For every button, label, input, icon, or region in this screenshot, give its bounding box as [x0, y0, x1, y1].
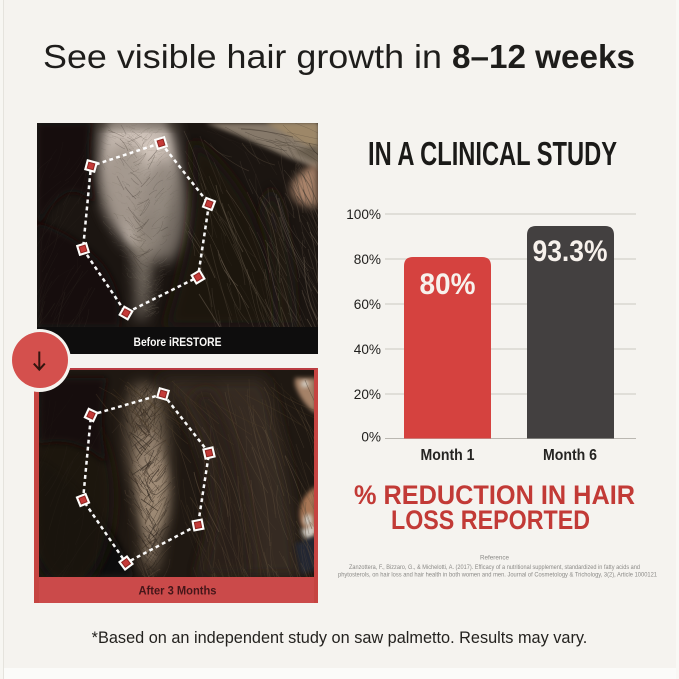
- svg-text:40%: 40%: [354, 342, 381, 357]
- svg-text:80%: 80%: [420, 268, 476, 301]
- svg-text:Reference: Reference: [480, 555, 510, 562]
- svg-text:60%: 60%: [354, 297, 381, 312]
- svg-text:Before iRESTORE: Before iRESTORE: [134, 337, 222, 349]
- svg-text:LOSS REPORTED: LOSS REPORTED: [391, 505, 590, 535]
- svg-text:IN A CLINICAL STUDY: IN A CLINICAL STUDY: [368, 135, 617, 172]
- svg-text:Zanzottera, F., Bizzaro, G., &: Zanzottera, F., Bizzaro, G., & Michelott…: [349, 564, 640, 571]
- svg-text:20%: 20%: [354, 387, 381, 402]
- svg-text:% REDUCTION IN HAIR: % REDUCTION IN HAIR: [354, 480, 635, 510]
- svg-text:Month 6: Month 6: [543, 447, 597, 464]
- svg-text:93.3%: 93.3%: [533, 235, 608, 268]
- svg-text:Month 1: Month 1: [421, 447, 475, 464]
- svg-text:80%: 80%: [354, 252, 381, 267]
- svg-text:8–12 weeks: 8–12 weeks: [452, 39, 635, 76]
- svg-text:0%: 0%: [361, 430, 381, 445]
- svg-text:100%: 100%: [346, 207, 381, 222]
- svg-text:phytosterols, on hair loss and: phytosterols, on hair loss and hair heal…: [338, 571, 657, 578]
- svg-text:After 3 Months: After 3 Months: [138, 584, 216, 598]
- svg-text:See visible hair growth in: See visible hair growth in: [43, 39, 442, 76]
